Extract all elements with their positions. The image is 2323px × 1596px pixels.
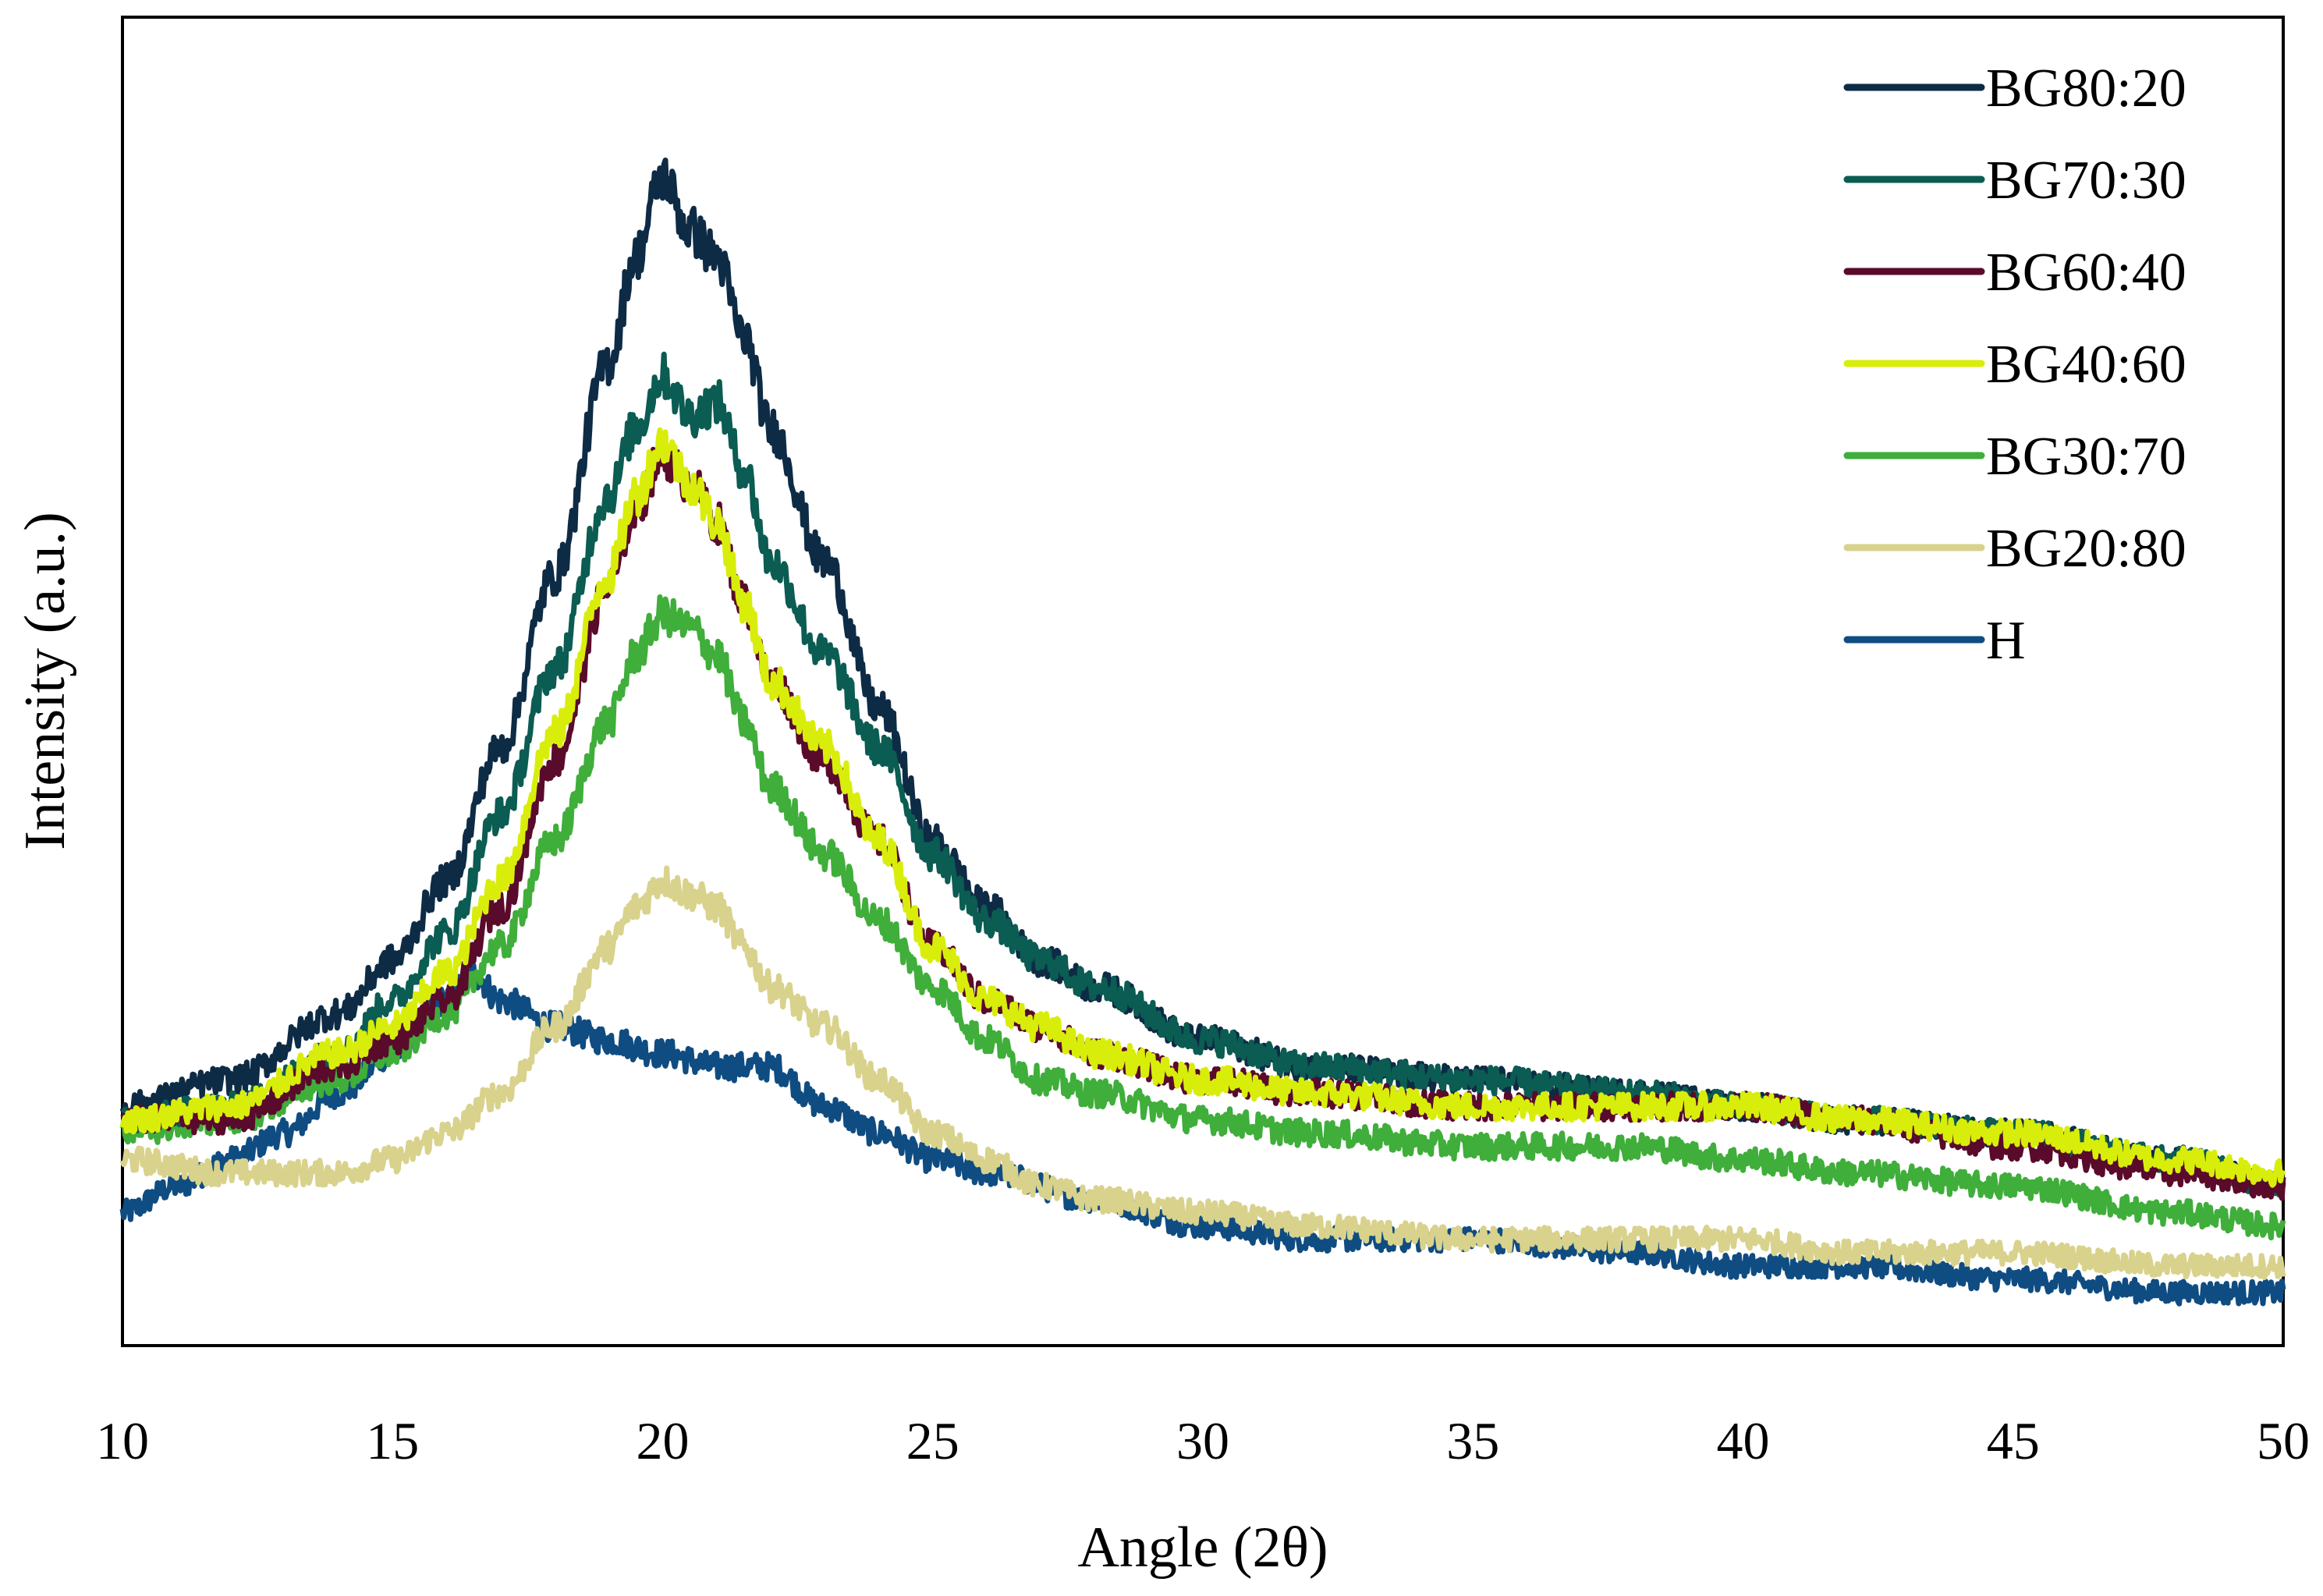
x-tick-label-50: 50 (2257, 1411, 2310, 1470)
x-tick-label-45: 45 (1987, 1411, 2040, 1470)
series-line-bg20-80 (119, 865, 2286, 1281)
x-tick-label-30: 30 (1176, 1411, 1229, 1470)
legend: BG80:20 BG70:30 BG60:40 BG40:60 BG30:70 BG20:… (1843, 59, 2186, 671)
y-axis-label: Intensity (a.u.) (13, 512, 77, 850)
series-line-bg40-60 (119, 427, 2286, 1188)
x-tick-labels: 10 15 20 25 30 35 40 45 50 (96, 1411, 2310, 1470)
x-tick-label-25: 25 (906, 1411, 959, 1470)
legend-label-bg30-70: BG30:70 (1986, 427, 2186, 487)
x-tick-label-15: 15 (366, 1411, 419, 1470)
legend-label-bg40-60: BG40:60 (1986, 335, 2186, 395)
x-tick-label-40: 40 (1717, 1411, 1770, 1470)
series-line-bg30-70 (119, 594, 2286, 1241)
legend-label-h: H (1986, 611, 2026, 671)
x-tick-label-10: 10 (96, 1411, 149, 1470)
legend-label-bg20-80: BG20:80 (1986, 519, 2186, 579)
series-group (119, 158, 2286, 1307)
legend-label-bg60-40: BG60:40 (1986, 243, 2186, 303)
legend-label-bg70-30: BG70:30 (1986, 151, 2186, 211)
x-tick-label-35: 35 (1446, 1411, 1499, 1470)
legend-label-bg80-20: BG80:20 (1986, 59, 2186, 119)
x-tick-label-20: 20 (637, 1411, 690, 1470)
x-axis-label: Angle (2θ) (1077, 1516, 1328, 1580)
